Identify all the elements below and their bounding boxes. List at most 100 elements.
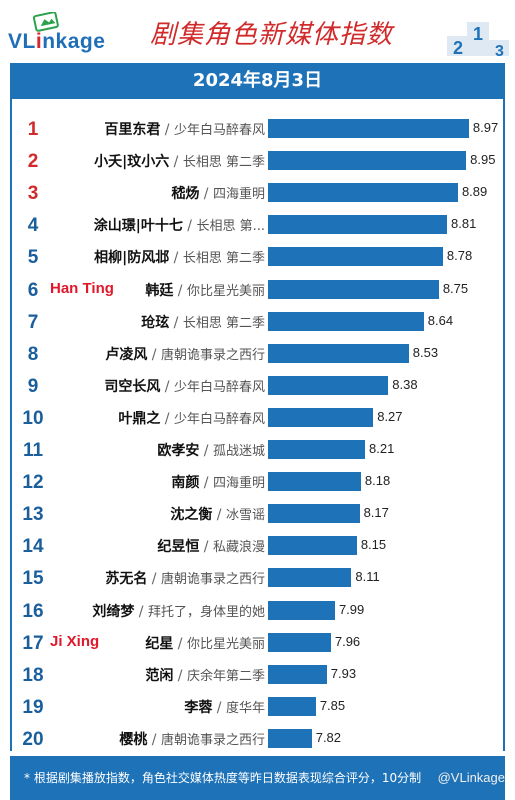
bar: [268, 215, 448, 235]
vlinkage-logo: VLinkage: [8, 12, 118, 53]
chart-row: 14 纪昱恒 / 私藏浪漫 8.15: [0, 530, 515, 562]
category-label: 韩廷 / 你比星光美丽: [145, 280, 265, 300]
drama-title: 长相思 第二季: [182, 251, 265, 267]
rank-number: 16: [22, 600, 44, 622]
character-name: 小夭|玟小六: [94, 154, 170, 171]
bar: [268, 343, 409, 363]
category-label: 欧孝安 / 孤战迷城: [157, 440, 265, 460]
chart-panel: [10, 99, 505, 751]
rank-number: 15: [22, 568, 44, 590]
category-label: 小夭|玟小六 / 长相思 第二季: [94, 151, 265, 171]
value-label: 8.81: [451, 216, 477, 232]
bar: [268, 536, 357, 556]
logo-image-icon: [32, 12, 59, 32]
chart-row: 4 涂山璟|叶十七 / 长相思 第... 8.81: [0, 209, 515, 241]
bar: [268, 151, 467, 171]
chart-row: 9 司空长风 / 少年白马醉春风 8.38: [0, 370, 515, 402]
character-name: 相柳|防风邶: [94, 250, 170, 267]
label-separator: /: [169, 314, 183, 331]
label-separator: /: [147, 571, 161, 588]
character-name: 范闲: [145, 667, 174, 684]
svg-text:2: 2: [453, 38, 463, 58]
drama-title: 孤战迷城: [212, 444, 265, 459]
rank-number: 9: [27, 375, 39, 397]
chart-row: 6 韩廷 / 你比星光美丽 8.75: [0, 274, 515, 306]
category-label: 李蓉 / 度华年: [184, 697, 265, 717]
drama-title: 唐朝诡事录之西行: [160, 732, 265, 748]
category-label: 沈之衡 / 冰雪谣: [170, 504, 265, 524]
rank-number: 6: [27, 279, 39, 301]
character-name: 叶鼎之: [118, 410, 161, 427]
category-label: 玱玹 / 长相思 第二季: [141, 312, 265, 332]
rank-number: 12: [22, 472, 44, 494]
character-name: 纪星: [145, 635, 174, 652]
label-separator: /: [199, 186, 213, 203]
svg-text:3: 3: [495, 43, 504, 58]
label-separator: /: [173, 282, 187, 299]
category-label: 叶鼎之 / 少年白马醉春风: [118, 408, 265, 428]
rank-number: 17: [22, 632, 44, 654]
rank-number: 2: [27, 151, 39, 173]
bar: [268, 568, 352, 588]
drama-title: 四海重明: [212, 476, 265, 492]
category-label: 苏无名 / 唐朝诡事录之西行: [105, 568, 265, 588]
podium-icon: 2 1 3: [447, 22, 509, 58]
value-label: 8.89: [461, 184, 488, 200]
rank-number: 5: [27, 247, 39, 269]
label-separator: /: [212, 507, 226, 524]
drama-title: 拜托了，身体里的她: [147, 604, 265, 620]
rank-number: 19: [22, 696, 44, 718]
bar: [268, 375, 389, 395]
character-name: 南颜: [171, 475, 200, 492]
label-separator: /: [182, 218, 197, 235]
english-name-annotation: Han Ting: [50, 279, 114, 297]
drama-title: 四海重明: [212, 187, 265, 203]
value-label: 8.15: [360, 537, 387, 553]
value-label: 8.95: [470, 152, 496, 168]
chart-row: 7 玱玹 / 长相思 第二季 8.64: [0, 306, 515, 338]
bar: [268, 407, 374, 427]
bar: [268, 183, 458, 203]
chart-row: 1 百里东君 / 少年白马醉春风 8.97: [0, 113, 515, 145]
value-label: 8.75: [442, 280, 469, 296]
bar: [268, 247, 443, 267]
footer-note: * 根据剧集播放指数，角色社交媒体热度等昨日数据表现综合评分，10分制: [10, 756, 505, 800]
value-label: 8.38: [392, 376, 418, 392]
drama-title: 度华年: [225, 700, 265, 716]
label-separator: /: [199, 443, 213, 459]
category-label: 司空长风 / 少年白马醉春风: [104, 376, 265, 396]
bar: [268, 728, 312, 748]
bar: [268, 696, 316, 716]
rank-number: 10: [22, 407, 44, 429]
value-label: 8.21: [369, 441, 395, 456]
character-name: 纪昱恒: [157, 539, 200, 556]
drama-title: 少年白马醉春风: [173, 379, 265, 395]
weibo-watermark: @VLinkage: [437, 770, 505, 785]
chart-row: 10 叶鼎之 / 少年白马醉春风 8.27: [0, 402, 515, 434]
character-name: 卢凌风: [105, 346, 148, 363]
value-label: 7.85: [319, 697, 346, 713]
value-label: 8.18: [364, 473, 391, 489]
chart-row: 19 李蓉 / 度华年 7.85: [0, 691, 515, 723]
chart-row: 16 刘绮梦 / 拜托了，身体里的她 7.99: [0, 595, 515, 627]
drama-title: 私藏浪漫: [212, 540, 265, 556]
bar: [268, 440, 366, 459]
category-label: 嵇炀 / 四海重明: [171, 183, 265, 203]
bar: [268, 119, 469, 138]
character-name: 玱玹: [141, 314, 170, 331]
bar: [268, 632, 331, 652]
category-label: 樱桃 / 唐朝诡事录之西行: [119, 729, 265, 749]
value-label: 8.97: [472, 120, 499, 135]
label-separator: /: [160, 410, 174, 427]
chart-row: 12 南颜 / 四海重明 8.18: [0, 466, 515, 498]
value-label: 8.27: [377, 408, 403, 424]
drama-title: 长相思 第...: [196, 219, 265, 235]
chart-row: 15 苏无名 / 唐朝诡事录之西行 8.11: [0, 562, 515, 594]
rank-number: 18: [22, 664, 44, 686]
rank-number: 4: [27, 215, 39, 237]
character-name: 刘绮梦: [92, 603, 135, 620]
label-separator: /: [147, 346, 161, 363]
chart-row: 20 樱桃 / 唐朝诡事录之西行 7.82: [0, 723, 515, 755]
svg-text:1: 1: [473, 24, 483, 44]
value-label: 7.93: [330, 665, 357, 681]
